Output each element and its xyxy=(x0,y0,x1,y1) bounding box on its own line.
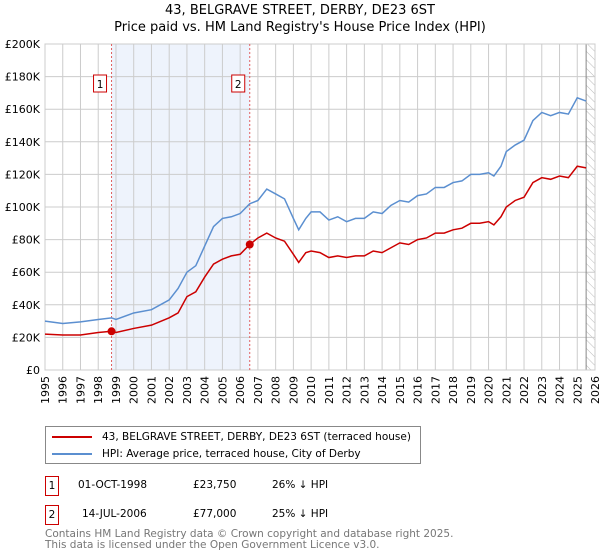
y-tick-label: £100K xyxy=(5,201,41,214)
x-tick-label: 2003 xyxy=(181,376,194,404)
sale-price: £23,750 xyxy=(193,479,237,491)
legend-label: 43, BELGRAVE STREET, DERBY, DE23 6ST (te… xyxy=(102,431,411,443)
hpi-line xyxy=(44,96,587,325)
sale-label: 2 xyxy=(235,79,242,91)
x-tick-label: 2020 xyxy=(483,376,496,404)
x-tick-label: 2026 xyxy=(589,376,600,404)
x-tick-label: 1998 xyxy=(92,376,105,404)
x-tick-label: 2018 xyxy=(447,376,460,404)
price-paid-line xyxy=(44,165,587,336)
x-tick-label: 2001 xyxy=(145,376,158,404)
legend-swatch-blue xyxy=(52,453,92,455)
x-tick-label: 1995 xyxy=(39,376,52,404)
sale-label-box xyxy=(93,74,108,93)
x-tick-label: 2011 xyxy=(323,376,336,404)
x-tick-label: 2005 xyxy=(216,376,229,404)
y-tick-label: £60K xyxy=(12,266,41,279)
y-tick-label: £160K xyxy=(5,103,41,116)
x-tick-label: 2017 xyxy=(429,376,442,404)
sale-point xyxy=(107,327,116,336)
x-tick-label: 2016 xyxy=(412,376,425,404)
y-tick-label: £200K xyxy=(5,38,41,51)
y-tick-label: £140K xyxy=(5,136,41,149)
x-tick-label: 1996 xyxy=(57,376,70,404)
x-tick-label: 2021 xyxy=(500,376,513,404)
x-tick-label: 2000 xyxy=(128,376,141,404)
legend: 43, BELGRAVE STREET, DERBY, DE23 6ST (te… xyxy=(45,426,421,464)
x-tick-label: 2004 xyxy=(199,376,212,404)
sale-marker-badge: 1 xyxy=(45,476,59,496)
x-tick-label: 2009 xyxy=(287,376,300,404)
legend-item-hpi: HPI: Average price, terraced house, City… xyxy=(52,447,361,461)
y-tick-label: £180K xyxy=(5,71,41,84)
legend-label: HPI: Average price, terraced house, City… xyxy=(102,448,361,460)
x-tick-label: 2002 xyxy=(163,376,176,404)
y-tick-label: £80K xyxy=(12,234,41,247)
x-tick-label: 2008 xyxy=(270,376,283,404)
y-tick-label: £20K xyxy=(12,331,41,344)
x-tick-label: 2025 xyxy=(571,376,584,404)
x-tick-label: 1999 xyxy=(110,376,123,404)
footer-line: Contains HM Land Registry data © Crown c… xyxy=(45,528,454,540)
x-tick-label: 1997 xyxy=(74,376,87,404)
x-tick-label: 2006 xyxy=(234,376,247,404)
x-tick-label: 2007 xyxy=(252,376,265,404)
sale-hpi-diff: 25% ↓ HPI xyxy=(272,508,329,520)
legend-item-property: 43, BELGRAVE STREET, DERBY, DE23 6ST (te… xyxy=(52,430,411,444)
x-tick-label: 2015 xyxy=(394,376,407,404)
line-chart: 1995 1996 1997 1998 1999 2000 2001 2002 2003 2004… xyxy=(5,38,600,404)
sale-price: £77,000 xyxy=(193,508,237,520)
x-tick-label: 2012 xyxy=(341,376,354,404)
sale-date: 01-OCT-1998 xyxy=(78,479,147,491)
legend-swatch-red xyxy=(52,436,92,438)
x-tick-label: 2010 xyxy=(305,376,318,404)
sale-hpi-diff: 26% ↓ HPI xyxy=(272,479,329,491)
y-tick-label: £40K xyxy=(12,299,41,312)
x-tick-label: 2024 xyxy=(554,376,567,404)
chart-title: 43, BELGRAVE STREET, DERBY, DE23 6ST xyxy=(165,3,435,18)
sale-date: 14-JUL-2006 xyxy=(82,508,147,520)
y-tick-label: £0 xyxy=(26,364,40,377)
sale-label-box xyxy=(231,74,246,93)
y-tick-label: £120K xyxy=(5,168,41,181)
footer-line: This data is licensed under the Open Gov… xyxy=(45,539,380,551)
sale-point xyxy=(245,240,254,249)
x-tick-label: 2013 xyxy=(358,376,371,404)
chart-subtitle: Price paid vs. HM Land Registry's House … xyxy=(114,20,486,35)
x-tick-label: 2019 xyxy=(465,376,478,404)
x-tick-label: 2023 xyxy=(536,376,549,404)
sale-marker-badge: 2 xyxy=(45,505,59,525)
footer: Contains HM Land Registry data © Crown c… xyxy=(45,529,453,551)
sale-label: 1 xyxy=(97,79,104,91)
x-tick-label: 2014 xyxy=(376,376,389,404)
x-tick-label: 2022 xyxy=(518,376,531,404)
plot-frame xyxy=(44,43,596,371)
